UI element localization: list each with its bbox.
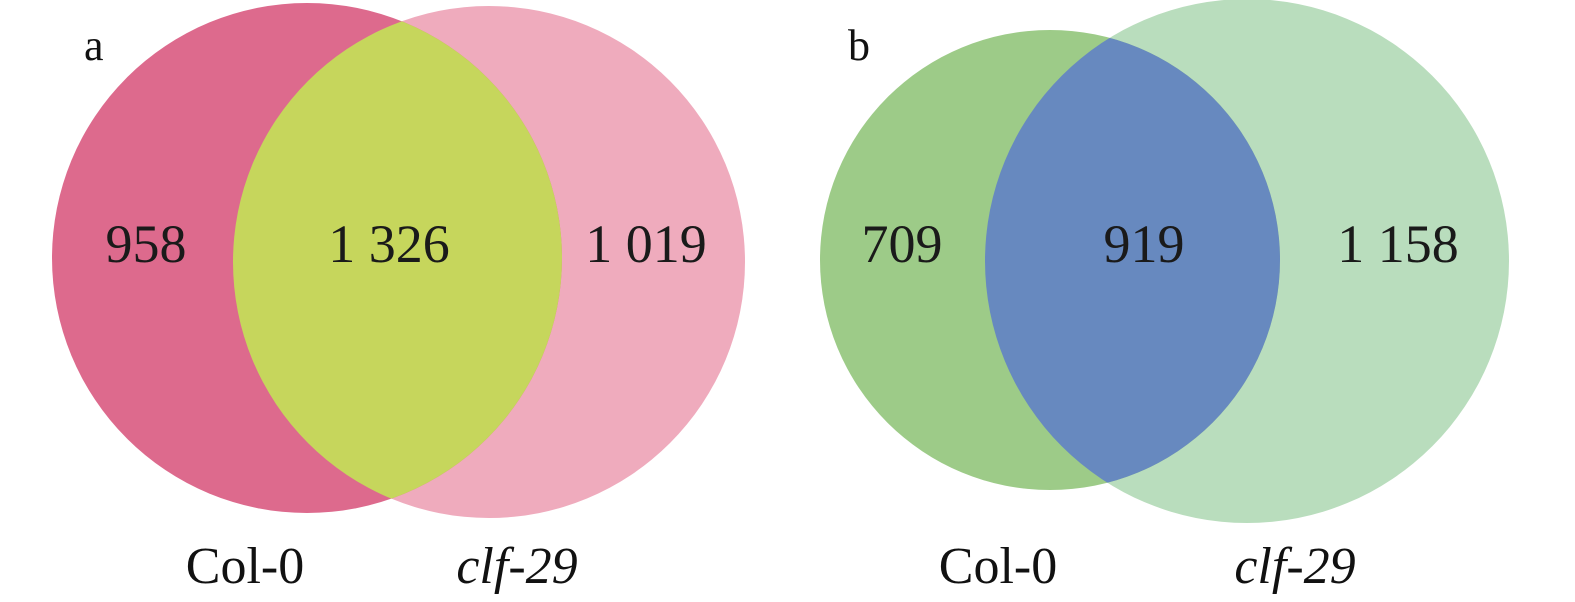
- set-label-a-left: Col-0: [186, 538, 304, 595]
- set-label-a-right: clf-29: [456, 538, 577, 595]
- count-b-left-only: 709: [862, 214, 943, 274]
- count-a-overlap: 1 326: [328, 214, 450, 274]
- count-a-right-only: 1 019: [585, 214, 707, 274]
- venn-panel-b: b 709 919 1 158 Col-0 clf-29: [820, 0, 1509, 595]
- count-b-right-only: 1 158: [1337, 214, 1459, 274]
- venn-a-overlap-region: [233, 6, 562, 513]
- venn-b-overlap-region: [985, 30, 1280, 490]
- set-label-b-right: clf-29: [1234, 538, 1355, 595]
- venn-panel-a: a 958 1 326 1 019 Col-0 clf-29: [52, 3, 745, 595]
- panel-label-b: b: [848, 21, 870, 70]
- count-b-overlap: 919: [1104, 214, 1185, 274]
- set-label-b-left: Col-0: [939, 538, 1057, 595]
- panel-label-a: a: [84, 21, 104, 70]
- count-a-left-only: 958: [106, 214, 187, 274]
